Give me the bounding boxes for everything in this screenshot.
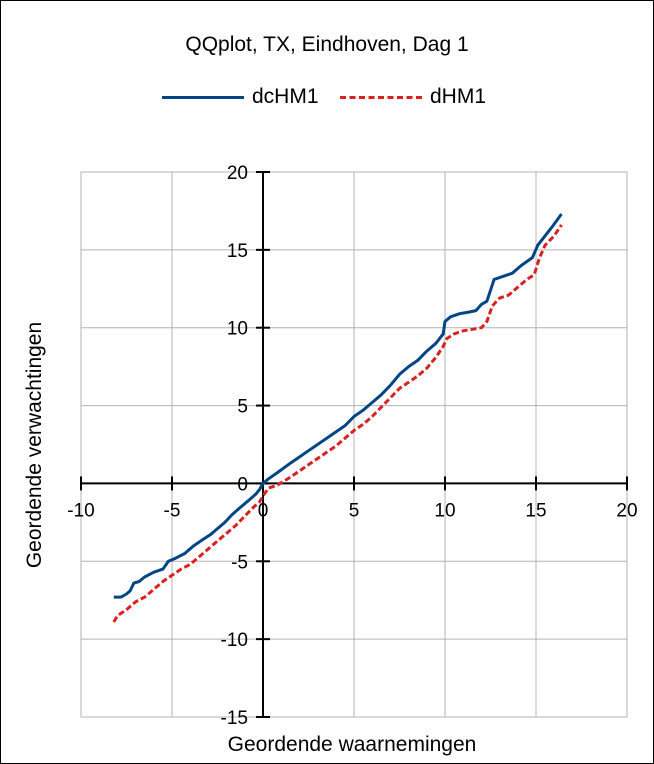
- legend-label-dhm1: dHM1: [430, 85, 487, 108]
- legend-label-dchm1: dcHM1: [252, 85, 319, 108]
- y-tick-label: -15: [221, 708, 248, 729]
- legend-item-dhm1: dHM1: [340, 84, 486, 110]
- series-lines: [112, 213, 563, 623]
- x-axis-title: Geordende waarnemingen: [228, 733, 477, 756]
- y-tick-label: 5: [237, 397, 248, 418]
- legend-swatch-dhm1: [340, 95, 422, 99]
- grid-lines: [80, 171, 628, 718]
- x-tick-label: -5: [164, 500, 181, 521]
- legend-swatch-dchm1: [162, 95, 244, 99]
- chart-legend: dcHM1 dHM1: [0, 84, 654, 110]
- x-tick-label: 15: [525, 500, 546, 521]
- y-tick-label: 0: [237, 474, 248, 495]
- chart-title: QQplot, TX, Eindhoven, Dag 1: [185, 33, 469, 56]
- x-tick-label: 5: [349, 500, 360, 521]
- y-tick-label: 15: [227, 241, 248, 262]
- x-tick-label: -10: [67, 500, 94, 521]
- x-tick-label: 10: [434, 500, 455, 521]
- series-line-dhm1: [112, 224, 563, 623]
- x-tick-label: 20: [616, 500, 637, 521]
- y-axis-title: Geordende verwachtingen: [23, 322, 46, 568]
- tick-labels: -10 -5 0 5 10 15 20 -15 -10 -5 0 5 10 15 20: [67, 163, 637, 729]
- legend-item-dchm1: dcHM1: [162, 84, 319, 110]
- y-tick-label: -10: [221, 630, 248, 651]
- y-tick-label: 20: [227, 163, 248, 184]
- y-tick-label: 10: [227, 319, 248, 340]
- y-tick-label: -5: [231, 552, 248, 573]
- series-line-dchm1: [113, 213, 563, 599]
- x-tick-label: 0: [258, 500, 269, 521]
